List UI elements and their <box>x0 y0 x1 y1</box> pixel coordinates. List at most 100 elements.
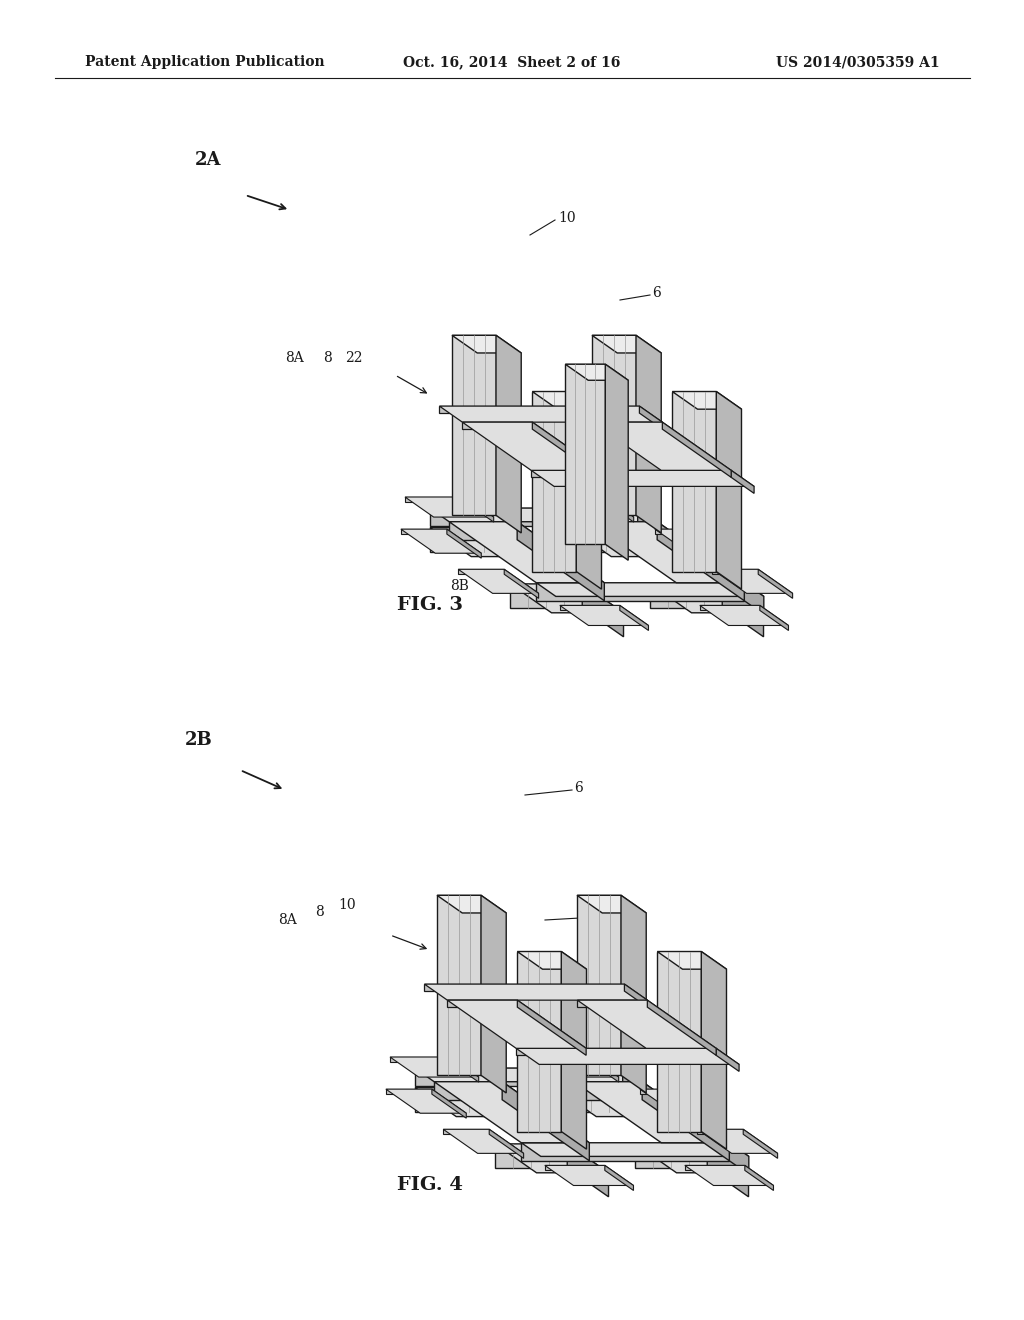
Polygon shape <box>621 895 646 1093</box>
Polygon shape <box>406 498 465 502</box>
Polygon shape <box>537 582 764 597</box>
Polygon shape <box>430 508 638 527</box>
Polygon shape <box>592 335 662 352</box>
Polygon shape <box>510 583 583 609</box>
Polygon shape <box>577 895 621 1076</box>
Polygon shape <box>532 392 577 572</box>
Polygon shape <box>578 1001 647 1007</box>
Polygon shape <box>481 895 506 1093</box>
Polygon shape <box>502 1081 590 1160</box>
Polygon shape <box>386 1089 466 1113</box>
Polygon shape <box>452 335 521 352</box>
Polygon shape <box>516 1048 716 1055</box>
Polygon shape <box>716 392 741 589</box>
Text: Oct. 16, 2014  Sheet 2 of 16: Oct. 16, 2014 Sheet 2 of 16 <box>403 55 621 69</box>
Polygon shape <box>555 1088 627 1111</box>
Polygon shape <box>437 895 481 1076</box>
Polygon shape <box>430 528 544 557</box>
Polygon shape <box>510 583 624 612</box>
Polygon shape <box>439 407 663 422</box>
Text: US 2014/0305359 A1: US 2014/0305359 A1 <box>776 55 940 69</box>
Polygon shape <box>657 952 726 969</box>
Text: Patent Application Publication: Patent Application Publication <box>85 55 325 69</box>
Polygon shape <box>731 470 754 494</box>
Polygon shape <box>415 1068 642 1081</box>
Polygon shape <box>443 1130 523 1154</box>
Polygon shape <box>517 1001 586 1055</box>
Text: 12: 12 <box>697 459 715 473</box>
Text: 12: 12 <box>687 1003 705 1016</box>
Text: FIG. 4: FIG. 4 <box>397 1176 463 1195</box>
Polygon shape <box>713 569 758 574</box>
Polygon shape <box>605 498 634 523</box>
Polygon shape <box>570 528 642 552</box>
Polygon shape <box>439 407 639 413</box>
Polygon shape <box>673 392 716 572</box>
Polygon shape <box>623 1068 642 1100</box>
Polygon shape <box>565 364 605 544</box>
Polygon shape <box>697 1130 777 1154</box>
Polygon shape <box>430 528 502 552</box>
Polygon shape <box>386 1089 432 1094</box>
Text: 6: 6 <box>652 286 660 300</box>
Polygon shape <box>699 606 788 626</box>
Polygon shape <box>567 1144 608 1197</box>
Polygon shape <box>424 985 625 991</box>
Polygon shape <box>592 422 731 470</box>
Polygon shape <box>713 569 793 594</box>
Polygon shape <box>605 1166 634 1191</box>
Polygon shape <box>545 498 634 517</box>
Polygon shape <box>589 521 744 582</box>
Polygon shape <box>502 528 544 581</box>
Text: 8: 8 <box>323 351 332 366</box>
Polygon shape <box>640 1089 720 1113</box>
Polygon shape <box>722 583 764 636</box>
Polygon shape <box>465 498 494 523</box>
Polygon shape <box>657 952 701 1131</box>
Text: 10: 10 <box>558 211 575 224</box>
Polygon shape <box>561 952 587 1150</box>
Text: 8A: 8A <box>285 351 304 366</box>
Polygon shape <box>496 1144 608 1172</box>
Polygon shape <box>521 1143 749 1156</box>
Polygon shape <box>446 529 481 558</box>
Polygon shape <box>452 335 496 515</box>
Polygon shape <box>647 1001 716 1055</box>
Polygon shape <box>406 498 494 517</box>
Polygon shape <box>577 392 601 589</box>
Polygon shape <box>434 1081 502 1100</box>
Polygon shape <box>545 1166 634 1185</box>
Polygon shape <box>642 1081 729 1160</box>
Polygon shape <box>450 521 517 540</box>
Polygon shape <box>532 392 601 409</box>
Polygon shape <box>489 1130 523 1159</box>
Polygon shape <box>390 1057 478 1077</box>
Polygon shape <box>545 498 605 502</box>
Polygon shape <box>590 1057 618 1082</box>
Text: 22: 22 <box>345 351 362 366</box>
Polygon shape <box>537 582 744 601</box>
Polygon shape <box>650 583 764 612</box>
Polygon shape <box>650 583 722 609</box>
Polygon shape <box>530 1057 590 1063</box>
Polygon shape <box>640 1089 686 1094</box>
Polygon shape <box>531 470 731 478</box>
Text: FIG. 3: FIG. 3 <box>397 597 463 614</box>
Polygon shape <box>700 529 735 558</box>
Polygon shape <box>532 422 601 478</box>
Polygon shape <box>447 1001 517 1007</box>
Text: 6: 6 <box>574 781 583 795</box>
Text: 8A: 8A <box>278 913 297 927</box>
Polygon shape <box>434 1081 590 1143</box>
Polygon shape <box>415 1088 528 1117</box>
Polygon shape <box>578 1001 716 1048</box>
Polygon shape <box>390 1057 450 1063</box>
Polygon shape <box>430 508 657 521</box>
Polygon shape <box>521 1143 729 1160</box>
Polygon shape <box>463 422 601 470</box>
Polygon shape <box>638 508 657 540</box>
Polygon shape <box>560 606 620 610</box>
Polygon shape <box>686 1089 720 1118</box>
Polygon shape <box>744 582 764 614</box>
Polygon shape <box>531 470 754 486</box>
